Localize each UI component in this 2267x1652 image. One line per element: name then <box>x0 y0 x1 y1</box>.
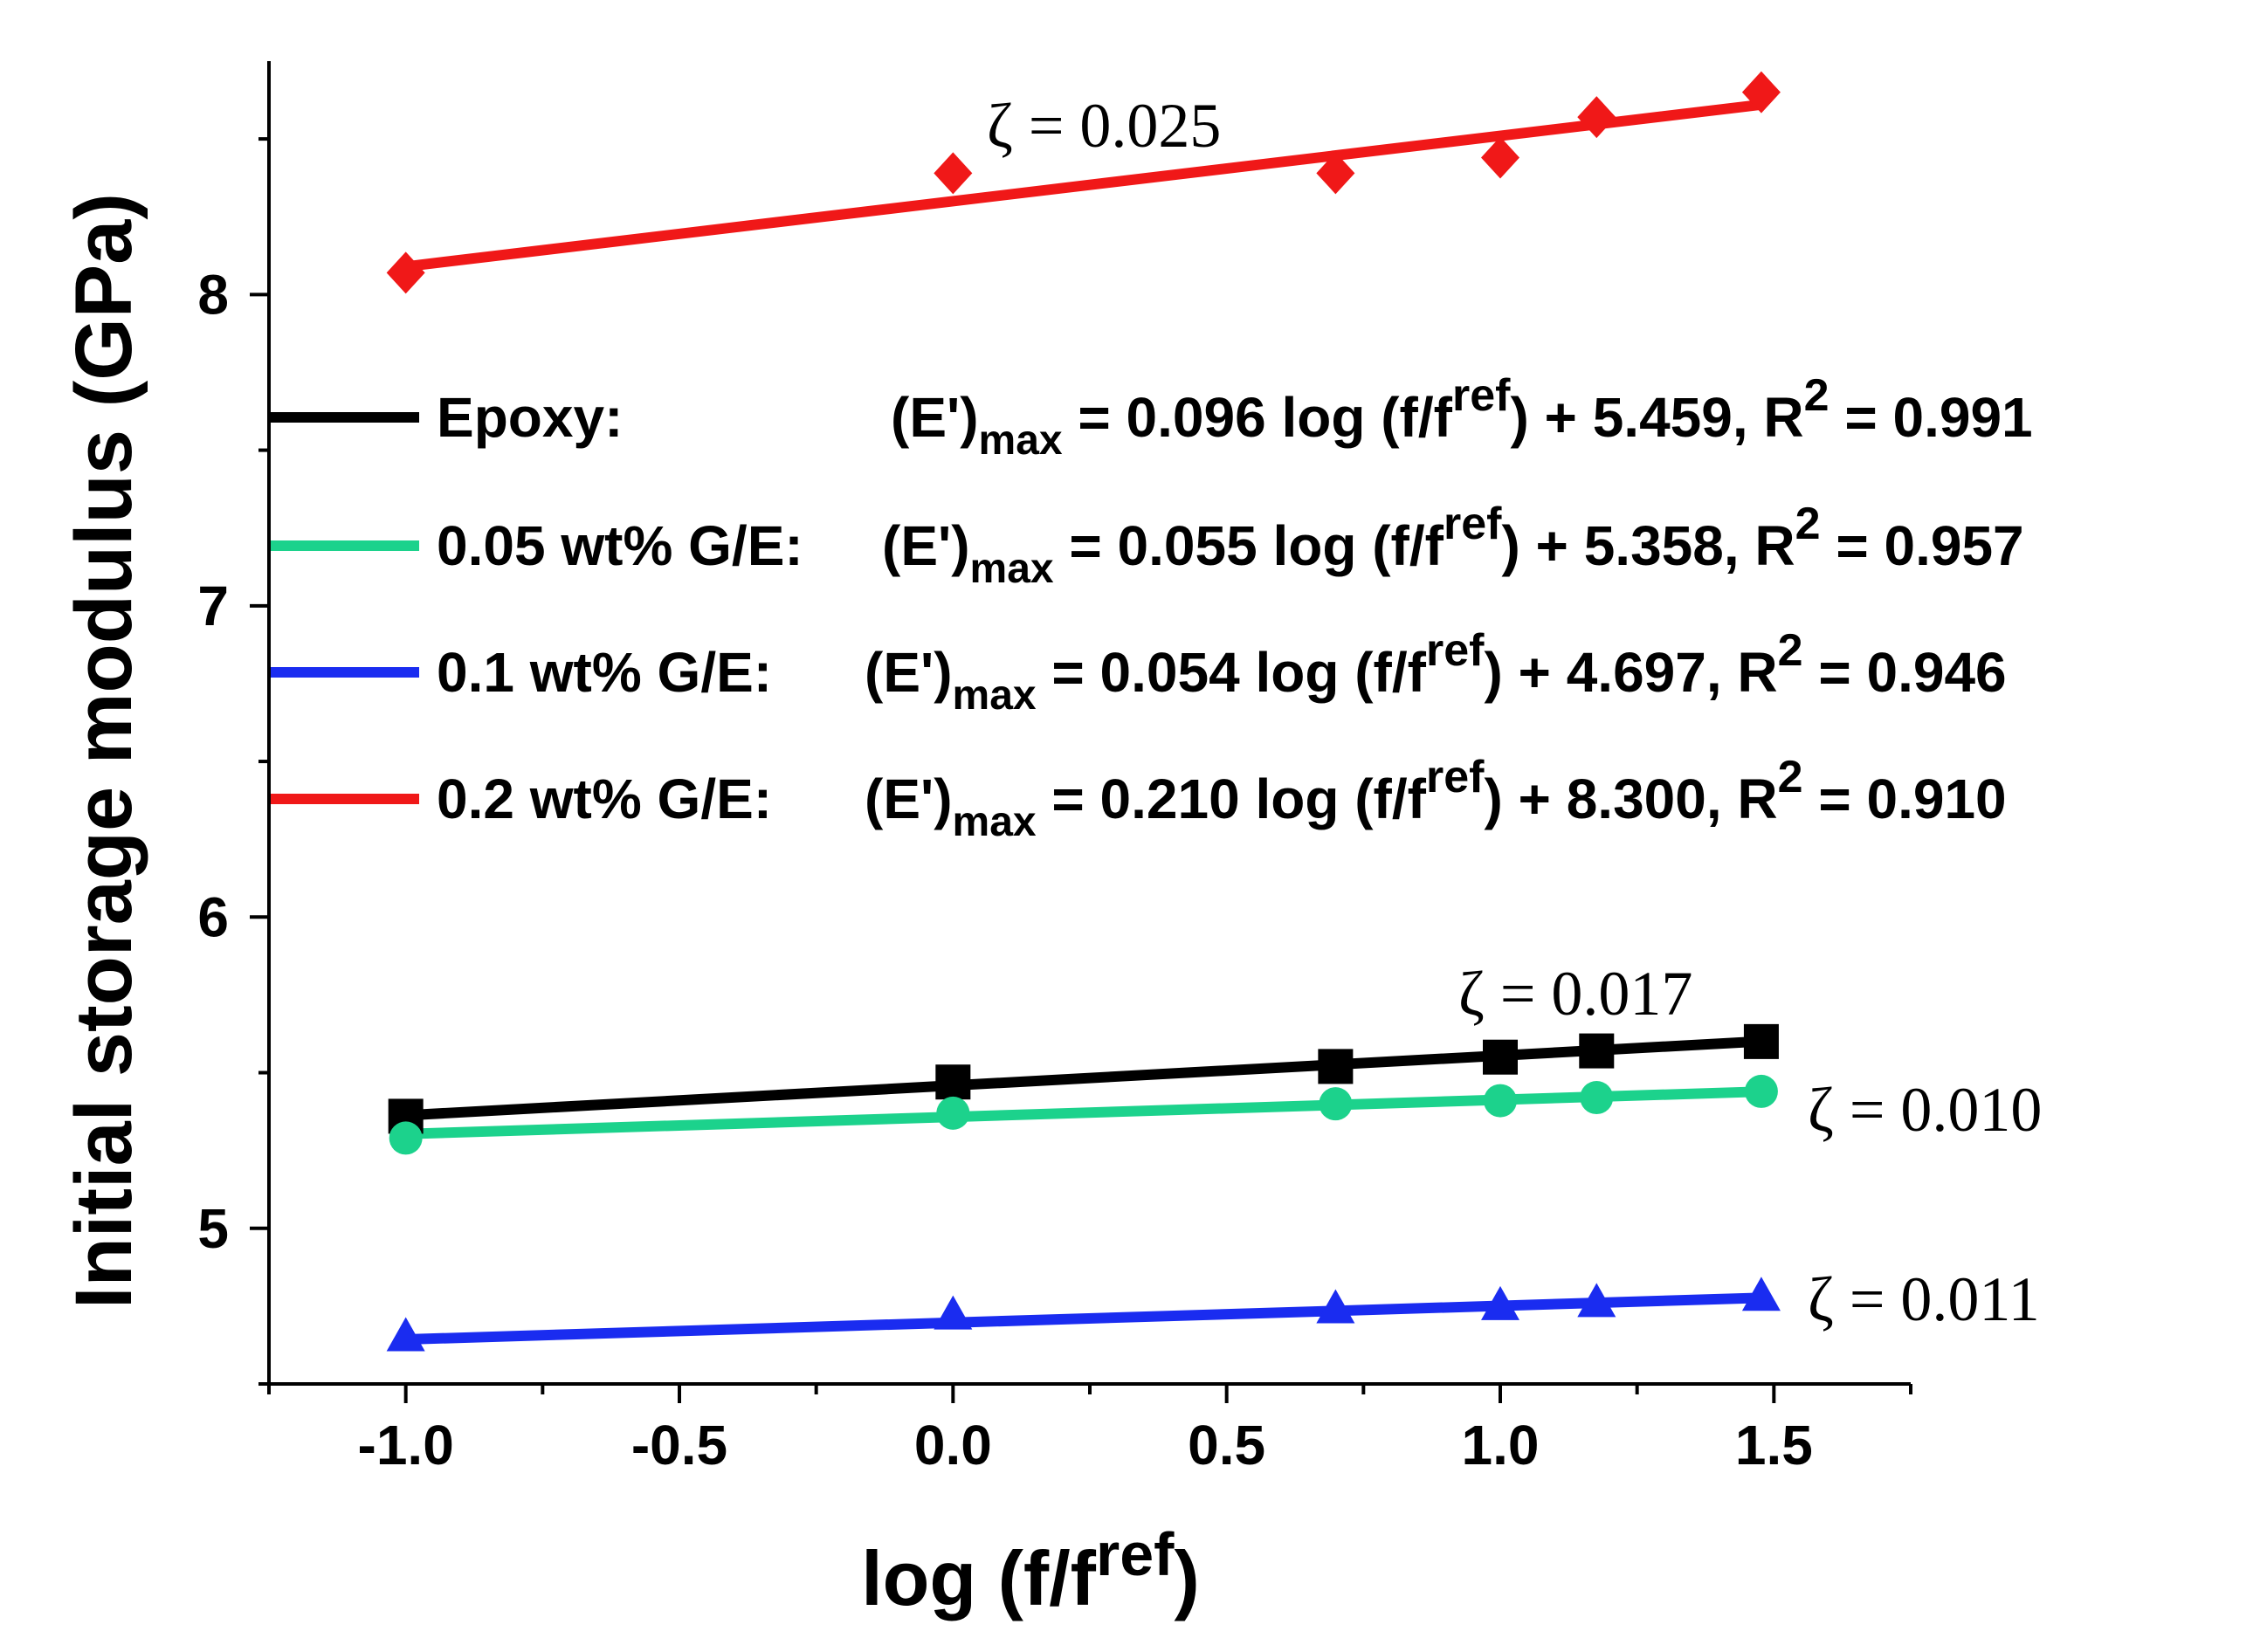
fit-line <box>405 1036 1762 1121</box>
legend-equation: (E')max = 0.054 log (f/fref) + 4.697, R2… <box>865 625 2007 719</box>
eq-sup: 2 <box>1778 752 1803 802</box>
y-tick-label: 7 <box>197 575 229 637</box>
eq-sup: 2 <box>1804 370 1829 421</box>
data-point <box>1744 1074 1778 1108</box>
axes: -1.0 -0.5 0.0 0.5 1.0 1.5 5 6 7 8 <box>197 61 1912 1476</box>
eq-sup: 2 <box>1795 499 1821 549</box>
fit-line <box>404 99 1762 272</box>
data-point <box>1483 1039 1518 1075</box>
x-tick-label: 1.5 <box>1735 1414 1813 1476</box>
fit-line <box>405 1086 1762 1139</box>
legend-equation: (E')max = 0.210 log (f/fref) + 8.300, R2… <box>865 752 2007 845</box>
data-point <box>389 1121 423 1155</box>
eq-part: = 0.946 <box>1803 641 2007 704</box>
x-tick-label: -0.5 <box>631 1414 727 1476</box>
data-point <box>1741 71 1781 114</box>
data-point <box>1743 1023 1779 1059</box>
data-point <box>1579 1033 1615 1069</box>
data-point <box>1316 152 1355 195</box>
legend-equation: (E')max = 0.096 log (f/fref) + 5.459, R2… <box>891 370 2033 464</box>
legend-label: Epoxy: <box>437 386 623 449</box>
y-axis-title: Initial storage modulus (GPa) <box>59 193 148 1309</box>
data-point <box>1580 1081 1614 1115</box>
eq-part: = 0.055 log (f/f <box>1054 514 1444 577</box>
data-point <box>1481 1285 1519 1320</box>
data-point <box>935 1064 971 1100</box>
data-point <box>386 251 425 294</box>
data-point <box>1318 1049 1354 1084</box>
eq-part: (E') <box>865 641 953 704</box>
data-point <box>1577 1283 1616 1318</box>
axis-titles: log (f/fref) Initial storage modulus (GPa… <box>59 193 1200 1621</box>
legend: Epoxy: (E')max = 0.096 log (f/fref) + 5.4… <box>271 370 2033 845</box>
data-point <box>1577 96 1616 139</box>
x-tick-label: 0.0 <box>914 1414 992 1476</box>
data-point <box>1316 1289 1355 1324</box>
data-point <box>386 1317 425 1352</box>
annotations: ζ = 0.017 ζ = 0.010 ζ = 0.011 ζ = 0.025 <box>987 91 2042 1334</box>
data-point <box>1484 1084 1517 1118</box>
y-tick-label: 8 <box>197 263 229 326</box>
eq-part: (E') <box>891 386 979 449</box>
y-tick-label: 6 <box>197 885 229 948</box>
eq-sup: ref <box>1426 625 1485 676</box>
eq-sub: max <box>979 417 1063 464</box>
zeta-annotation: ζ = 0.017 <box>1458 959 1692 1029</box>
legend-equation: (E')max = 0.055 log (f/fref) + 5.358, R2… <box>882 499 2024 592</box>
y-tick-label: 5 <box>197 1197 229 1260</box>
x-title-sup: ref <box>1096 1520 1175 1588</box>
eq-part: ) + 4.697, R <box>1484 641 1777 704</box>
eq-sub: max <box>970 546 1054 592</box>
x-tick-label: -1.0 <box>358 1414 454 1476</box>
eq-part: ) + 5.358, R <box>1501 514 1795 577</box>
data-point <box>1481 136 1519 179</box>
eq-sup: ref <box>1452 370 1511 421</box>
legend-label: 0.1 wt% G/E: <box>437 641 772 704</box>
x-tick-label: 1.0 <box>1462 1414 1540 1476</box>
data-point <box>934 152 973 195</box>
x-axis-title: log (f/fref) <box>861 1520 1200 1621</box>
eq-part: ) + 8.300, R <box>1484 767 1777 830</box>
eq-part: = 0.910 <box>1803 767 2007 830</box>
eq-sup: ref <box>1444 499 1502 549</box>
fit-line <box>405 1292 1762 1346</box>
data-point <box>1319 1087 1353 1121</box>
x-title-part: ) <box>1174 1535 1199 1621</box>
legend-label: 0.05 wt% G/E: <box>437 514 803 577</box>
eq-part: = 0.210 log (f/f <box>1037 767 1427 830</box>
eq-part: (E') <box>882 514 970 577</box>
eq-part: = 0.957 <box>1821 514 2024 577</box>
zeta-annotation: ζ = 0.011 <box>1808 1264 2040 1334</box>
eq-part: = 0.096 log (f/f <box>1063 386 1453 449</box>
eq-part: (E') <box>865 767 953 830</box>
eq-sub: max <box>953 799 1037 845</box>
data-point <box>936 1096 970 1130</box>
legend-label: 0.2 wt% G/E: <box>437 767 772 830</box>
eq-part: ) + 5.459, R <box>1510 386 1803 449</box>
eq-sup: ref <box>1426 752 1485 802</box>
eq-part: = 0.054 log (f/f <box>1037 641 1427 704</box>
data-point <box>1741 1277 1781 1311</box>
x-tick-label: 0.5 <box>1188 1414 1265 1476</box>
zeta-annotation: ζ = 0.025 <box>987 91 1221 161</box>
eq-sup: 2 <box>1778 625 1803 676</box>
eq-part: = 0.991 <box>1829 386 2033 449</box>
fit-lines <box>404 99 1762 1346</box>
data-markers <box>386 71 1781 1352</box>
zeta-annotation: ζ = 0.010 <box>1808 1075 2042 1145</box>
eq-sub: max <box>953 672 1037 719</box>
data-point <box>934 1295 973 1330</box>
x-title-part: log (f/f <box>861 1535 1096 1621</box>
